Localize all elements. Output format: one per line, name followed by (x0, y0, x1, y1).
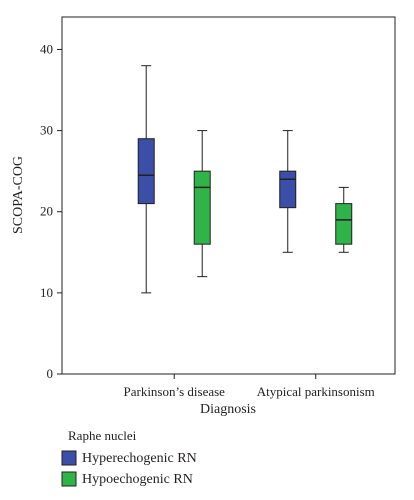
y-tick-label: 10 (40, 285, 53, 300)
legend-title: Raphe nuclei (68, 428, 137, 443)
box-iqr (137, 138, 155, 205)
y-axis-label: SCOPA-COG (11, 156, 26, 234)
x-axis: Parkinson’s disease Atypical parkinsonism (123, 374, 375, 399)
box-hypoechogenic-0 (193, 130, 211, 278)
y-tick-label: 30 (40, 123, 53, 138)
plot-frame (61, 16, 396, 375)
box-hyperechogenic-1 (279, 130, 297, 253)
x-tick-label: Atypical parkinsonism (257, 384, 375, 399)
box-iqr (335, 203, 353, 245)
box-iqr (193, 170, 211, 245)
legend-entry: Hypoechogenic RN (82, 472, 193, 487)
x-axis-label: Diagnosis (200, 402, 256, 417)
y-axis: 0 10 20 30 40 (40, 41, 62, 381)
x-tick-label: Parkinson’s disease (123, 384, 225, 399)
legend-swatch (61, 450, 77, 466)
legend-entry: Hyperechogenic RN (82, 451, 197, 466)
box-hypoechogenic-1 (335, 186, 353, 253)
box-series (137, 65, 353, 294)
y-tick-label: 40 (40, 41, 53, 56)
y-tick-label: 0 (47, 366, 54, 381)
legend: Raphe nuclei Hyperechogenic RN Hypoechoge… (61, 428, 197, 487)
box-hyperechogenic-0 (137, 65, 155, 294)
y-tick-label: 20 (40, 204, 53, 219)
box-iqr (279, 170, 297, 209)
legend-swatch (61, 471, 77, 487)
